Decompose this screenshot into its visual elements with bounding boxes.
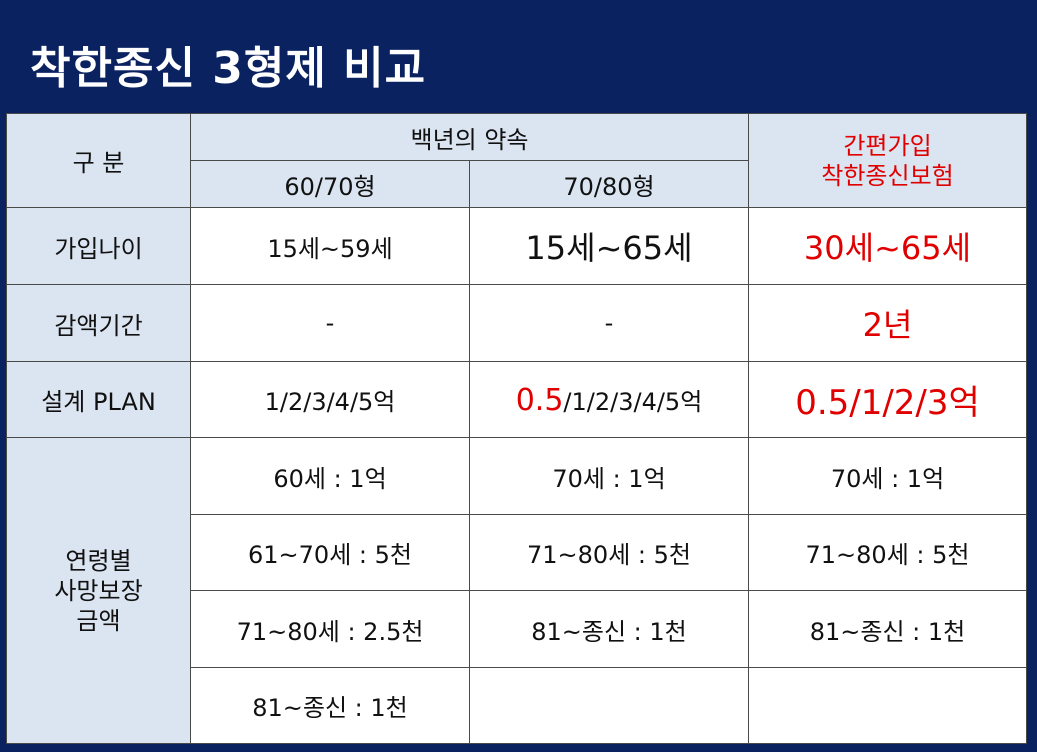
cell-text: /1/2/3/4/5억 (563, 387, 703, 416)
page-title: 착한종신 3형제 비교 (30, 43, 427, 94)
cell: 71~80세 : 5천 (748, 514, 1027, 591)
product-header-line: 간편가입 (843, 131, 932, 160)
row-label-line: 연령별 (65, 546, 132, 575)
cell: - (190, 284, 470, 362)
column-header: 60/70형 (190, 160, 470, 208)
cell: 70세 : 1억 (748, 437, 1027, 515)
cell: 61~70세 : 5천 (190, 514, 470, 591)
cell: - (469, 284, 749, 362)
category-header: 구 분 (6, 113, 191, 208)
cell: 81~종신 : 1천 (469, 590, 749, 668)
empty-cell (469, 667, 749, 744)
cell: 0.5/1/2/3억 (748, 361, 1027, 438)
row-label: 연령별 사망보장 금액 (6, 437, 191, 744)
comparison-table: 구 분 백년의 약속 간편가입 착한종신보험 60/70형 70/80형 가입나… (6, 113, 1027, 744)
cell: 0.5/1/2/3/4/5억 (469, 361, 749, 438)
cell: 2년 (748, 284, 1027, 362)
product-header-line: 착한종신보험 (821, 161, 954, 190)
empty-cell (748, 667, 1027, 744)
column-header: 70/80형 (469, 160, 749, 208)
group-header: 백년의 약속 (190, 113, 749, 161)
cell: 15세~59세 (190, 207, 470, 285)
cell: 1/2/3/4/5억 (190, 361, 470, 438)
table-panel: 구 분 백년의 약속 간편가입 착한종신보험 60/70형 70/80형 가입나… (4, 111, 1029, 747)
cell: 81~종신 : 1천 (748, 590, 1027, 668)
cell: 70세 : 1억 (469, 437, 749, 515)
cell: 60세 : 1억 (190, 437, 470, 515)
cell: 71~80세 : 2.5천 (190, 590, 470, 668)
row-label: 설계 PLAN (6, 361, 191, 438)
product-header: 간편가입 착한종신보험 (748, 113, 1027, 208)
row-label: 가입나이 (6, 207, 191, 285)
cell: 81~종신 : 1천 (190, 667, 470, 744)
cell: 71~80세 : 5천 (469, 514, 749, 591)
row-label: 감액기간 (6, 284, 191, 362)
cell: 15세~65세 (469, 207, 749, 285)
highlight: 0.5 (515, 382, 564, 418)
cell: 30세~65세 (748, 207, 1027, 285)
row-label-line: 사망보장 (54, 576, 143, 605)
row-label-line: 금액 (76, 606, 121, 635)
